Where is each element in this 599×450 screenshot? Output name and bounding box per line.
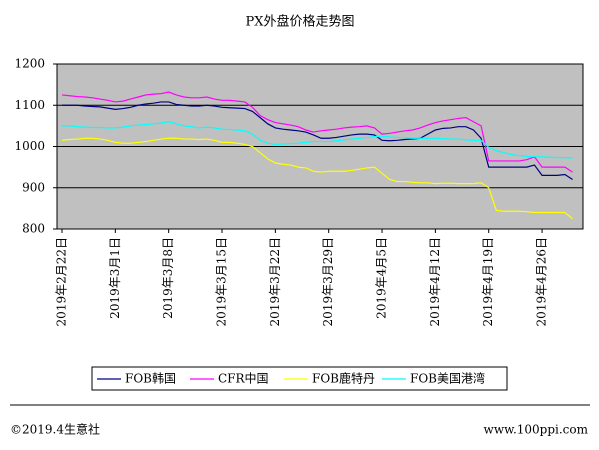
x-tick-label: 2019年3月22日	[268, 237, 282, 326]
x-tick-label: 2019年4月5日	[375, 237, 389, 319]
series-line	[62, 101, 573, 181]
x-tick-label: 2019年3月15日	[215, 237, 229, 326]
footer-source: ©2019.4生意社	[10, 422, 100, 437]
y-tick-label: 800	[22, 222, 45, 236]
x-tick-label: 2019年3月1日	[108, 237, 122, 319]
y-tick-label: 1100	[14, 98, 45, 112]
x-tick-label: 2019年4月26日	[535, 237, 549, 326]
legend-label: FOB韩国	[125, 371, 176, 386]
x-tick-label: 2019年3月8日	[161, 237, 175, 319]
footer-website: www.100ppi.com	[484, 423, 589, 437]
x-tick-label: 2019年2月22日	[55, 237, 69, 326]
x-tick-label: 2019年4月12日	[428, 237, 442, 326]
legend-label: FOB鹿特丹	[312, 371, 375, 386]
y-tick-label: 900	[22, 180, 45, 194]
y-tick-label: 1000	[14, 139, 45, 153]
x-tick-label: 2019年3月29日	[321, 237, 335, 326]
series-line	[62, 121, 573, 159]
x-tick-label: 2019年4月19日	[481, 237, 495, 326]
legend-label: CFR中国	[218, 371, 269, 386]
series-line	[61, 137, 573, 220]
legend-label: FOB美国港湾	[410, 371, 485, 386]
y-tick-label: 1200	[14, 57, 45, 71]
chart-title: PX外盘价格走势图	[245, 14, 354, 30]
series-line	[61, 91, 573, 173]
